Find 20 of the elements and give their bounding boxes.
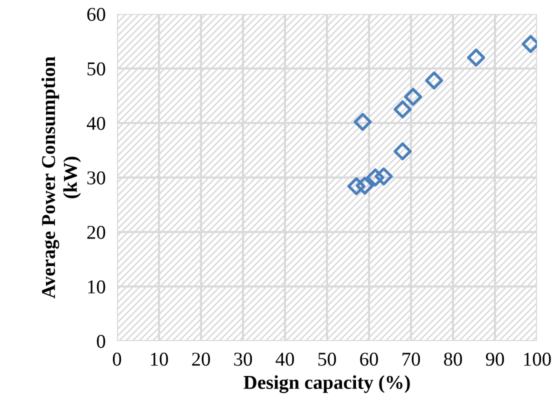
x-tick-label: 90 (486, 352, 504, 366)
x-tick-label: 60 (360, 352, 378, 366)
y-tick-label: 60 (87, 8, 106, 21)
y-tick-label: 50 (88, 62, 106, 76)
y-tick-label: 20 (87, 226, 106, 239)
x-axis-title: Design capacity (%) (244, 375, 410, 394)
y-axis-title: Average Power Consumption (kW) (41, 56, 81, 298)
x-tick-label: 20 (192, 352, 210, 366)
x-tick-label: 30 (234, 352, 252, 366)
x-tick-label: 80 (444, 352, 462, 366)
x-tick-label: 40 (276, 352, 294, 366)
x-tick-label: 10 (150, 352, 168, 366)
y-tick-label: 10 (88, 280, 106, 294)
y-tick-label: 40 (86, 116, 106, 130)
x-tick-label: 100 (524, 352, 551, 366)
y-tick-label: 30 (87, 171, 106, 184)
x-tick-label: 0 (112, 352, 122, 366)
x-tick-label: 50 (318, 352, 336, 366)
x-tick-label: 70 (402, 352, 420, 366)
y-tick-label: 0 (96, 334, 106, 348)
